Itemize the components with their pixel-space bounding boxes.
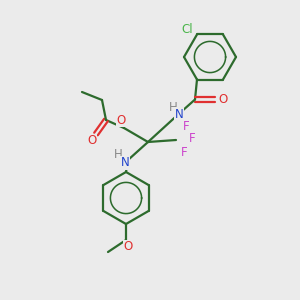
Text: O: O (123, 241, 133, 254)
Text: O: O (87, 134, 97, 148)
Text: N: N (121, 157, 129, 169)
Text: F: F (183, 119, 189, 133)
Text: O: O (116, 113, 126, 127)
Text: H: H (114, 148, 122, 161)
Text: Cl: Cl (181, 23, 193, 36)
Text: H: H (169, 101, 177, 114)
Text: F: F (189, 131, 195, 145)
Text: N: N (175, 108, 183, 121)
Text: F: F (181, 146, 187, 158)
Text: O: O (218, 93, 228, 106)
